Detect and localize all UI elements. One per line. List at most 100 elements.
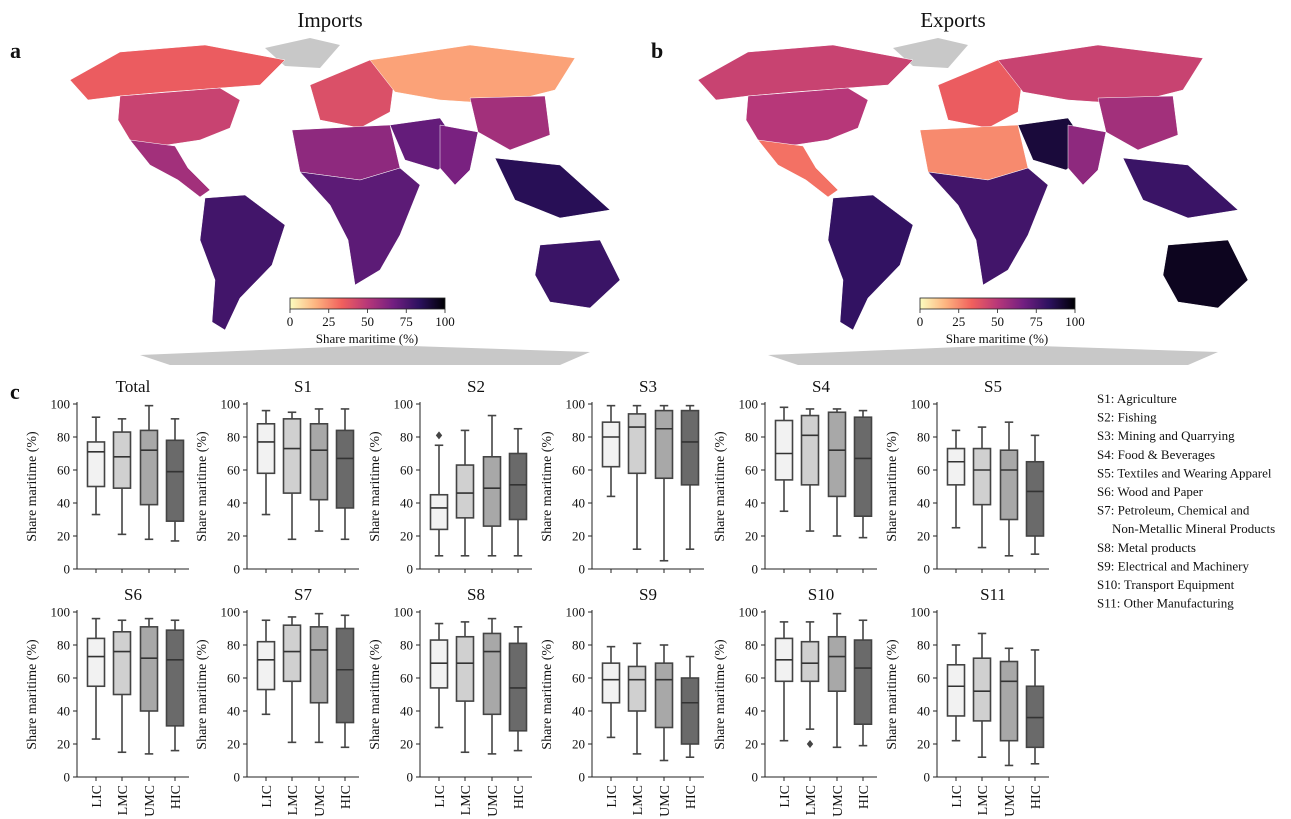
- box-iqr: [508, 642, 528, 732]
- boxplot-panel: S5 Share maritime (%) 0 20 40 60 80 100: [885, 377, 1049, 577]
- mexico-central-region: [757, 139, 839, 198]
- box-lmc: [112, 418, 132, 536]
- y-tick-label: 20: [57, 737, 70, 752]
- box-lic: [601, 645, 621, 739]
- panel-title: S5: [984, 377, 1002, 396]
- y-tick-label: 80: [57, 430, 70, 445]
- y-tick-label: 20: [917, 737, 930, 752]
- x-tick-label: UMC: [1003, 785, 1018, 817]
- boxplot-panel: S10 Share maritime (%) 0 20 40 60 80 100 LIC LMC U…: [713, 585, 877, 817]
- y-axis-label: Share maritime (%): [713, 431, 728, 542]
- box-hic: [335, 408, 355, 541]
- box-lic: [774, 621, 794, 742]
- y-tick-label: 20: [745, 737, 758, 752]
- exports-map: b Exports 0 25 50 75 100 Share maritime (%): [651, 8, 1249, 365]
- x-tick-label: UMC: [486, 785, 501, 817]
- y-tick-label: 20: [572, 737, 585, 752]
- box-hic: [680, 404, 700, 551]
- imports-map: a Imports 0 25 50 75 100 Share maritime (%): [10, 8, 621, 365]
- panel-title: S3: [639, 377, 657, 396]
- y-tick-label: 80: [572, 638, 585, 653]
- y-tick-label: 20: [400, 529, 413, 544]
- antarctica-region: [768, 345, 1218, 365]
- box-lic: [946, 429, 966, 529]
- legend-item: S2: Fishing: [1097, 410, 1157, 425]
- colorbar-tick-label: 75: [400, 314, 413, 329]
- box-iqr: [627, 665, 647, 712]
- box-iqr: [165, 439, 185, 522]
- y-tick-label: 60: [400, 463, 413, 478]
- legend-item: S4: Food & Beverages: [1097, 447, 1215, 462]
- y-tick-label: 60: [400, 671, 413, 686]
- box-iqr: [680, 677, 700, 745]
- exports-map-title: Exports: [920, 8, 985, 32]
- box-iqr: [601, 662, 621, 704]
- colorbar-tick-label: 100: [435, 314, 455, 329]
- box-hic: [680, 655, 700, 759]
- south-america-region: [827, 194, 914, 331]
- box-lic: [429, 622, 449, 729]
- panel-title: S9: [639, 585, 657, 604]
- x-tick-label: LMC: [286, 785, 301, 815]
- panel-title: S7: [294, 585, 312, 604]
- y-tick-label: 100: [221, 397, 241, 412]
- box-iqr: [508, 452, 528, 521]
- x-tick-label: UMC: [143, 785, 158, 817]
- x-tick-label: HIC: [857, 785, 872, 809]
- y-tick-label: 100: [394, 397, 414, 412]
- box-iqr: [1025, 685, 1045, 749]
- box-iqr: [654, 662, 674, 729]
- y-tick-label: 20: [227, 529, 240, 544]
- box-umc: [654, 644, 674, 762]
- y-axis-label: Share maritime (%): [25, 431, 40, 542]
- box-lmc: [972, 426, 992, 549]
- panel-title: S8: [467, 585, 485, 604]
- boxplot-panel: S4 Share maritime (%) 0 20 40 60 80 100: [713, 377, 877, 577]
- box-iqr: [946, 447, 966, 486]
- box-iqr: [800, 414, 820, 486]
- usa-region: [117, 87, 241, 147]
- box-lmc: [455, 429, 475, 557]
- box-umc: [139, 404, 159, 541]
- y-tick-label: 60: [917, 671, 930, 686]
- panel-label-c: c: [10, 379, 20, 404]
- box-umc: [654, 404, 674, 562]
- y-tick-label: 40: [400, 496, 413, 511]
- box-umc: [999, 421, 1019, 557]
- y-tick-label: 0: [234, 562, 241, 577]
- box-hic: [335, 614, 355, 749]
- imports-map-title: Imports: [297, 8, 362, 32]
- usa-region: [745, 87, 869, 147]
- x-tick-label: UMC: [313, 785, 328, 817]
- legend-item: S11: Other Manufacturing: [1097, 596, 1234, 611]
- box-lmc: [455, 621, 475, 754]
- boxplot-panel: S6 Share maritime (%) 0 20 40 60 80 100 LIC LMC UM…: [25, 585, 189, 817]
- panel-title: S10: [808, 585, 834, 604]
- panel-label-a: a: [10, 38, 21, 63]
- exports-colorbar: 0 25 50 75 100 Share maritime (%): [917, 297, 1085, 346]
- y-tick-label: 20: [572, 529, 585, 544]
- box-iqr: [112, 630, 132, 696]
- box-iqr: [654, 409, 674, 480]
- outlier-point: [435, 431, 443, 440]
- boxplot-panel: S9 Share maritime (%) 0 20 40 60 80 100 LIC LMC UM…: [540, 585, 704, 817]
- legend-item: S9: Electrical and Machinery: [1097, 558, 1249, 573]
- box-iqr: [429, 493, 449, 531]
- panel-title: S1: [294, 377, 312, 396]
- x-tick-label: LIC: [90, 785, 105, 808]
- china-region: [1097, 95, 1179, 151]
- y-tick-label: 100: [51, 397, 71, 412]
- box-iqr: [774, 419, 794, 481]
- legend-item: S7: Petroleum, Chemical and: [1097, 503, 1250, 518]
- box-hic: [165, 619, 185, 752]
- x-tick-label: LIC: [433, 785, 448, 808]
- panel-label-b: b: [651, 38, 663, 63]
- box-iqr: [139, 626, 159, 712]
- russia-region: [997, 44, 1204, 105]
- box-iqr: [165, 629, 185, 727]
- x-tick-label: LMC: [459, 785, 474, 815]
- x-tick-label: LIC: [605, 785, 620, 808]
- box-iqr: [827, 635, 847, 693]
- box-lmc: [627, 642, 647, 755]
- legend-item: S1: Agriculture: [1097, 391, 1177, 406]
